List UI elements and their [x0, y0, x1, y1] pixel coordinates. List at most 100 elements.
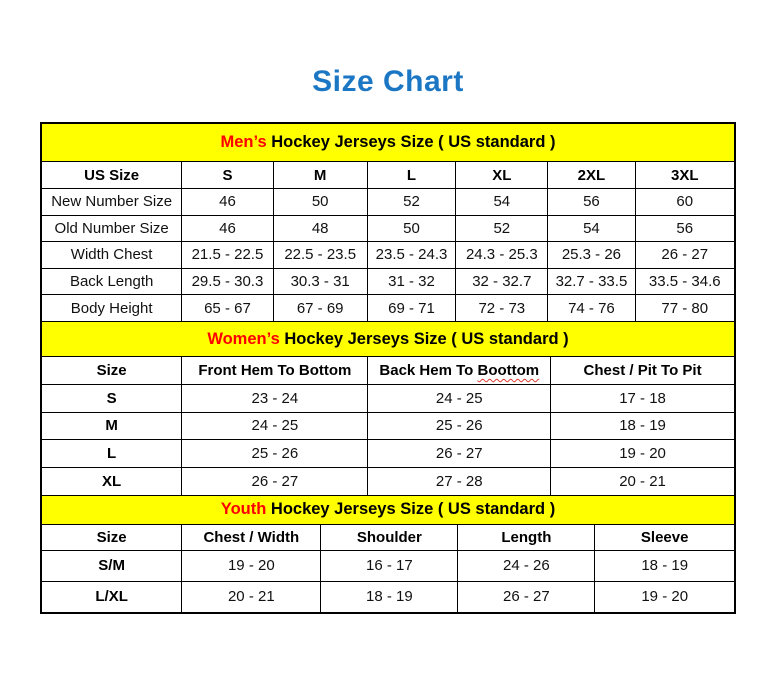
table-row: Width Chest 21.5 - 22.5 22.5 - 23.5 23.5…: [42, 241, 734, 269]
size-cell: 74 - 76: [547, 294, 636, 321]
page-title: Size Chart: [312, 65, 464, 98]
table-row: S/M 19 - 20 16 - 17 24 - 26 18 - 19: [42, 550, 734, 582]
size-cell: 46: [181, 214, 274, 242]
size-cell: 54: [455, 188, 549, 216]
womens-section-highlight: Women’s: [207, 329, 280, 348]
youth-section-highlight: Youth: [220, 500, 267, 518]
row-label: Old Number Size: [42, 214, 183, 242]
size-cell: 54: [547, 214, 636, 242]
column-header: Length: [457, 524, 596, 551]
column-header: Size: [42, 357, 183, 385]
size-cell: 56: [547, 188, 636, 216]
size-cell: 17 - 18: [550, 384, 734, 413]
youth-header-row: Size Chest / Width Shoulder Length Sleev…: [42, 524, 734, 551]
size-cell: 52: [455, 214, 549, 242]
size-cell: 19 - 20: [550, 439, 734, 468]
row-label: L/XL: [42, 580, 183, 612]
table-row: M 24 - 25 25 - 26 18 - 19: [42, 411, 734, 440]
column-header: Front Hem To Bottom: [181, 357, 369, 385]
size-cell: 24 - 26: [457, 550, 596, 582]
table-row: S 23 - 24 24 - 25 17 - 18: [42, 384, 734, 413]
column-header: Chest / Width: [181, 524, 322, 551]
table-row: Old Number Size 46 48 50 52 54 56: [42, 214, 734, 242]
size-cell: 26 - 27: [634, 241, 734, 269]
row-label: L: [42, 439, 183, 468]
size-cell: 19 - 20: [181, 550, 322, 582]
size-cell: 26 - 27: [367, 439, 552, 468]
mens-section-highlight: Men’s: [220, 133, 267, 151]
size-cell: 25 - 26: [181, 439, 369, 468]
size-cell: 16 - 17: [320, 550, 459, 582]
size-cell: 26 - 27: [181, 466, 369, 495]
table-row: XL 26 - 27 27 - 28 20 - 21: [42, 466, 734, 495]
size-cell: 48: [272, 214, 368, 242]
womens-section-header: Women’s Hockey Jerseys Size ( US standar…: [42, 321, 734, 357]
size-cell: 20 - 21: [550, 466, 734, 495]
row-label: Width Chest: [42, 241, 183, 269]
column-header: Shoulder: [320, 524, 459, 551]
column-header: Chest / Pit To Pit: [550, 357, 734, 385]
misspelled-word: Boottom: [477, 362, 540, 379]
size-cell: 23 - 24: [181, 384, 369, 413]
size-chart: Men’s Hockey Jerseys Size ( US standard …: [40, 122, 736, 614]
row-label: S: [42, 384, 183, 413]
column-header: 2XL: [547, 162, 636, 189]
table-row: Body Height 65 - 67 67 - 69 69 - 71 72 -…: [42, 294, 734, 321]
size-cell: 60: [634, 188, 734, 216]
size-cell: 77 - 80: [634, 294, 734, 321]
size-cell: 18 - 19: [320, 580, 459, 612]
size-cell: 69 - 71: [366, 294, 457, 321]
mens-section-title: Hockey Jerseys Size ( US standard ): [266, 133, 556, 151]
column-header: Size: [42, 524, 183, 551]
size-cell: 52: [366, 188, 457, 216]
womens-table: Size Front Hem To Bottom Back Hem To Boo…: [42, 357, 734, 495]
size-cell: 50: [366, 214, 457, 242]
size-cell: 18 - 19: [594, 550, 734, 582]
size-cell: 21.5 - 22.5: [181, 241, 274, 269]
column-header: Back Hem To Boottom: [367, 357, 552, 385]
size-cell: 46: [181, 188, 274, 216]
mens-header-row: US Size S M L XL 2XL 3XL: [42, 162, 734, 189]
row-label: XL: [42, 466, 183, 495]
table-row: New Number Size 46 50 52 54 56 60: [42, 188, 734, 216]
size-cell: 25.3 - 26: [547, 241, 636, 269]
row-label: M: [42, 411, 183, 440]
row-label: Back Length: [42, 267, 183, 295]
size-cell: 20 - 21: [181, 580, 322, 612]
row-label: S/M: [42, 550, 183, 582]
column-header: US Size: [42, 162, 183, 189]
womens-section-title: Hockey Jerseys Size ( US standard ): [279, 329, 569, 348]
size-cell: 32.7 - 33.5: [547, 267, 636, 295]
column-header: 3XL: [634, 162, 734, 189]
mens-section-header: Men’s Hockey Jerseys Size ( US standard …: [42, 124, 734, 162]
youth-table: Size Chest / Width Shoulder Length Sleev…: [42, 524, 734, 612]
size-cell: 27 - 28: [367, 466, 552, 495]
table-row: L/XL 20 - 21 18 - 19 26 - 27 19 - 20: [42, 580, 734, 612]
womens-header-row: Size Front Hem To Bottom Back Hem To Boo…: [42, 357, 734, 385]
youth-section-title: Hockey Jerseys Size ( US standard ): [266, 500, 556, 518]
size-cell: 24 - 25: [367, 384, 552, 413]
size-cell: 26 - 27: [457, 580, 596, 612]
column-header: Sleeve: [594, 524, 734, 551]
column-header: M: [272, 162, 368, 189]
mens-table: US Size S M L XL 2XL 3XL New Number Size…: [42, 162, 734, 321]
column-header: S: [181, 162, 274, 189]
size-cell: 65 - 67: [181, 294, 274, 321]
column-header: XL: [455, 162, 549, 189]
table-row: L 25 - 26 26 - 27 19 - 20: [42, 439, 734, 468]
size-cell: 31 - 32: [366, 267, 457, 295]
size-cell: 23.5 - 24.3: [366, 241, 457, 269]
size-cell: 32 - 32.7: [455, 267, 549, 295]
size-cell: 25 - 26: [367, 411, 552, 440]
column-header: L: [366, 162, 457, 189]
size-cell: 24.3 - 25.3: [455, 241, 549, 269]
size-cell: 18 - 19: [550, 411, 734, 440]
column-header-text: Back Hem To: [379, 362, 478, 379]
table-row: Back Length 29.5 - 30.3 30.3 - 31 31 - 3…: [42, 267, 734, 295]
size-cell: 67 - 69: [272, 294, 368, 321]
size-cell: 29.5 - 30.3: [181, 267, 274, 295]
row-label: New Number Size: [42, 188, 183, 216]
size-cell: 72 - 73: [455, 294, 549, 321]
size-cell: 22.5 - 23.5: [272, 241, 368, 269]
